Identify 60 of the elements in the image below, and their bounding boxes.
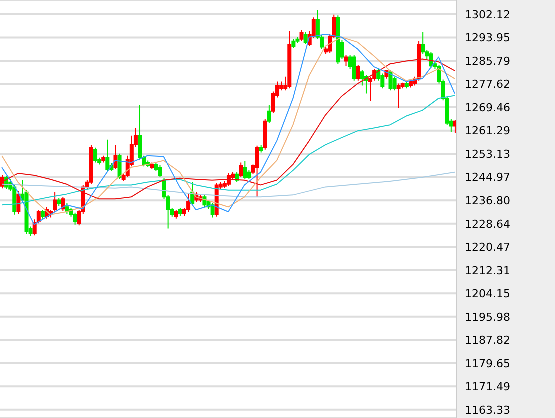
line-series bbox=[2, 172, 456, 198]
candlestick bbox=[356, 64, 360, 82]
candlestick bbox=[94, 147, 98, 164]
candlestick bbox=[174, 209, 178, 220]
candlestick bbox=[396, 83, 401, 110]
candlestick bbox=[65, 202, 70, 214]
y-tick-label: 1236.80 bbox=[465, 194, 510, 208]
y-tick-label: 1187.82 bbox=[465, 334, 510, 348]
candlestick bbox=[226, 173, 231, 187]
candlestick bbox=[178, 208, 182, 216]
candlestick bbox=[304, 32, 308, 45]
candlestick bbox=[352, 54, 356, 82]
candlestick bbox=[380, 73, 385, 90]
candlestick bbox=[16, 190, 21, 214]
candlestick bbox=[408, 79, 413, 88]
y-tick-label: 1244.97 bbox=[465, 171, 510, 184]
candlestick bbox=[404, 81, 409, 90]
candlestick bbox=[259, 144, 264, 154]
candlestick bbox=[292, 38, 296, 49]
y-tick-label: 1269.46 bbox=[465, 101, 510, 114]
candlestick bbox=[150, 162, 154, 170]
candlestick bbox=[106, 139, 110, 172]
candlestick bbox=[186, 194, 191, 212]
candlestick bbox=[263, 118, 268, 150]
y-tick-label: 1228.64 bbox=[465, 218, 510, 231]
y-tick-label: 1253.13 bbox=[465, 148, 510, 161]
line-series bbox=[2, 95, 456, 206]
candlestick bbox=[255, 145, 260, 198]
candlestick bbox=[267, 104, 272, 124]
candlestick bbox=[118, 153, 122, 180]
candlestick bbox=[388, 70, 393, 92]
y-tick-label: 1204.15 bbox=[465, 288, 510, 301]
candlestick bbox=[57, 198, 62, 207]
candlestick bbox=[210, 202, 215, 218]
y-tick-label: 1212.31 bbox=[465, 264, 510, 278]
y-tick-label: 1163.33 bbox=[465, 404, 510, 417]
y-tick-label: 1220.47 bbox=[465, 241, 510, 254]
line-series bbox=[2, 58, 456, 200]
candlestick bbox=[300, 30, 304, 42]
candlestick bbox=[243, 161, 248, 180]
y-tick-label: 1293.95 bbox=[465, 32, 510, 45]
y-tick-label: 1302.12 bbox=[465, 8, 510, 22]
candlestick bbox=[102, 155, 106, 164]
candlestick bbox=[239, 162, 244, 178]
candlestick bbox=[344, 54, 348, 67]
candlestick bbox=[158, 165, 162, 178]
candlestick bbox=[429, 52, 434, 69]
candlestick bbox=[288, 30, 292, 90]
candlestick bbox=[114, 144, 118, 170]
y-tick-label: 1261.29 bbox=[465, 124, 510, 138]
y-tick-label: 1171.49 bbox=[465, 380, 510, 394]
y-tick-label: 1179.65 bbox=[465, 357, 510, 370]
candlestick bbox=[73, 212, 78, 226]
y-tick-label: 1285.79 bbox=[465, 54, 510, 68]
y-tick-label: 1195.98 bbox=[465, 310, 510, 324]
y-tick-label: 1277.62 bbox=[465, 78, 510, 92]
candlestick bbox=[89, 144, 94, 185]
candlestick bbox=[453, 120, 458, 134]
candlestick bbox=[40, 209, 45, 220]
candlestick bbox=[336, 15, 340, 65]
